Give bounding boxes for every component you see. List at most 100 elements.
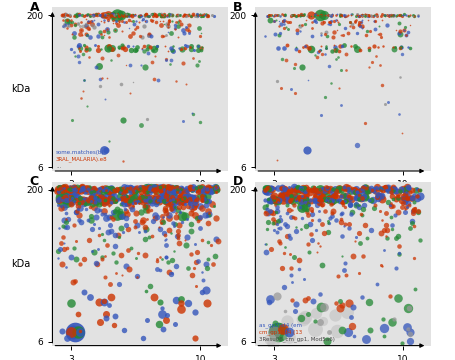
Point bbox=[312, 310, 319, 316]
Point bbox=[97, 46, 104, 51]
Point bbox=[401, 187, 408, 193]
Point bbox=[383, 235, 390, 241]
Point bbox=[324, 13, 332, 18]
Point bbox=[142, 13, 149, 18]
Point bbox=[118, 45, 126, 51]
Point bbox=[71, 49, 78, 55]
Point bbox=[156, 254, 163, 260]
Point bbox=[162, 188, 169, 194]
Point bbox=[169, 221, 177, 226]
Point bbox=[299, 187, 307, 193]
Point bbox=[400, 210, 407, 215]
Point bbox=[191, 335, 198, 341]
Point bbox=[125, 198, 132, 204]
Point bbox=[293, 188, 301, 194]
Point bbox=[303, 197, 310, 202]
Point bbox=[285, 189, 292, 195]
Point bbox=[93, 261, 100, 266]
Point bbox=[179, 204, 187, 210]
Point bbox=[278, 265, 285, 271]
Point bbox=[95, 232, 102, 238]
Point bbox=[183, 197, 191, 203]
Point bbox=[377, 34, 384, 40]
Point bbox=[318, 198, 325, 203]
Point bbox=[265, 208, 273, 214]
Point bbox=[129, 188, 136, 194]
Point bbox=[160, 186, 167, 192]
Point bbox=[86, 204, 93, 210]
Point bbox=[171, 26, 178, 31]
Point bbox=[111, 198, 118, 204]
Point bbox=[97, 31, 105, 37]
Point bbox=[156, 226, 163, 232]
Point bbox=[96, 320, 104, 325]
Point bbox=[261, 210, 268, 215]
Point bbox=[141, 13, 148, 19]
Point bbox=[176, 194, 183, 200]
Point bbox=[88, 189, 96, 194]
Point bbox=[388, 319, 395, 325]
Point bbox=[363, 28, 370, 34]
Point bbox=[80, 77, 87, 83]
Point bbox=[198, 198, 205, 203]
Point bbox=[293, 186, 300, 192]
Point bbox=[394, 189, 401, 195]
Point bbox=[56, 246, 63, 252]
Point bbox=[148, 59, 155, 64]
Point bbox=[270, 227, 278, 233]
Point bbox=[126, 90, 133, 96]
Point bbox=[328, 210, 335, 216]
Point bbox=[358, 212, 365, 218]
Point bbox=[145, 186, 152, 192]
Point bbox=[374, 31, 381, 37]
Point bbox=[187, 228, 194, 234]
Point bbox=[407, 195, 414, 201]
Point bbox=[355, 196, 362, 202]
Point bbox=[91, 194, 98, 199]
Point bbox=[370, 26, 377, 32]
Point bbox=[186, 44, 193, 50]
Point bbox=[87, 195, 94, 201]
Point bbox=[131, 198, 138, 204]
Point bbox=[337, 12, 344, 17]
Point bbox=[316, 199, 323, 205]
Point bbox=[145, 185, 152, 191]
Point bbox=[145, 13, 152, 19]
Point bbox=[274, 23, 282, 28]
Point bbox=[180, 12, 187, 17]
Point bbox=[380, 12, 388, 17]
Point bbox=[176, 12, 183, 18]
Point bbox=[197, 47, 205, 53]
Point bbox=[298, 197, 305, 203]
Point bbox=[357, 12, 364, 18]
Point bbox=[302, 194, 309, 200]
Point bbox=[209, 261, 216, 266]
Point bbox=[353, 142, 360, 148]
Point bbox=[117, 188, 124, 193]
Point bbox=[346, 195, 354, 201]
Point bbox=[392, 13, 399, 19]
Point bbox=[382, 233, 389, 238]
Point bbox=[72, 210, 80, 215]
Point bbox=[78, 184, 86, 190]
Point bbox=[340, 260, 348, 266]
Point bbox=[295, 13, 302, 18]
Point bbox=[135, 13, 142, 19]
Point bbox=[277, 192, 284, 198]
Point bbox=[100, 195, 107, 201]
Point bbox=[70, 184, 77, 190]
Point bbox=[122, 12, 129, 18]
Point bbox=[319, 197, 327, 202]
Point bbox=[158, 13, 166, 18]
Point bbox=[374, 23, 381, 28]
Point bbox=[174, 232, 181, 238]
Point bbox=[203, 265, 211, 271]
Point bbox=[66, 187, 73, 193]
Point bbox=[87, 195, 95, 201]
Point bbox=[136, 12, 143, 17]
Point bbox=[401, 186, 409, 192]
Point bbox=[144, 33, 152, 39]
Point bbox=[81, 188, 89, 194]
Point bbox=[160, 198, 167, 203]
Point bbox=[384, 188, 391, 194]
